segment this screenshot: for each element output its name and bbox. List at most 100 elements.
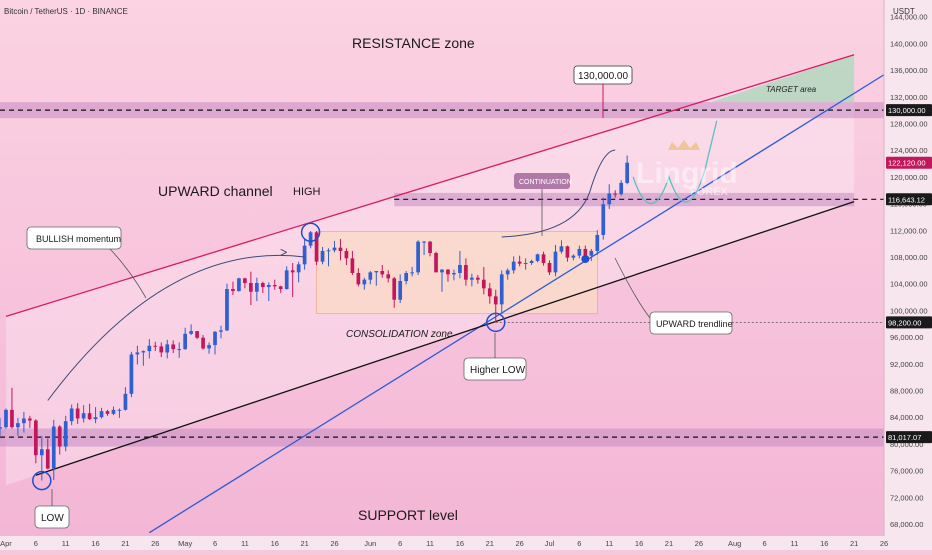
target-price-callout: 130,000.00 [573,65,633,118]
trendline-upward_trendline [148,74,885,534]
continuation-callout: CONTINUATION [514,173,572,236]
candle-2025-07-01 [547,262,552,273]
candle-2025-04-19 [111,409,116,414]
candle-2025-06-18 [470,277,474,280]
candle-2025-07-03 [559,246,564,252]
target-price-text: 130,000.00 [578,71,628,82]
x-tick-label: 6 [577,539,581,548]
candle-2025-05-30 [356,273,361,285]
price-label-bg [886,316,932,329]
x-tick-label: 11 [62,539,70,548]
x-tick-label: Apr [0,539,12,548]
price-label-text: 116,643.12 [888,195,925,204]
candle-2025-06-12 [434,252,438,273]
x-tick-label: 26 [880,539,888,548]
candle-2025-04-09 [51,426,56,469]
candle-2025-04-16 [93,417,98,420]
x-tick-label: 16 [456,539,464,548]
y-tick-label: 92,000.00 [890,360,923,369]
candle-2025-04-30 [177,349,182,351]
candle-2025-04-05 [28,418,32,421]
y-tick-label: 112,000.00 [890,226,927,235]
candle-2025-05-28 [344,250,349,259]
lingrid-watermark: Lingrid FOREX [636,140,738,198]
candle-2025-07-02 [553,251,558,273]
x-tick-label: 6 [213,539,217,548]
candle-2025-07-08 [589,250,594,256]
target-area-label: TARGET area [766,85,817,94]
y-tick-label: 124,000.00 [890,146,928,155]
candle-2025-04-13 [75,408,80,419]
y-tick-label: 140,000.00 [890,39,928,48]
continuation-text: CONTINUATION [519,179,572,186]
candle-2025-07-04 [565,246,570,258]
price-label-122120: 122,120.00 [886,156,932,169]
candle-2025-06-13 [440,269,444,273]
candle-2025-04-14 [81,413,86,419]
y-tick-label: 100,000.00 [890,306,928,315]
x-tick-label: 21 [665,539,673,548]
candle-2025-05-14 [260,283,265,288]
candle-2025-06-27 [523,262,528,264]
x-tick-label: 11 [241,539,249,548]
low-circle [32,470,52,491]
y-tick-label: 72,000.00 [890,493,923,502]
y-tick-label: 104,000.00 [890,280,928,289]
candle-2025-04-24 [141,351,146,353]
candle-2025-06-10 [422,241,426,243]
candle-2025-05-03 [195,331,199,338]
watermark-sub: FOREX [690,186,729,198]
y-tick-label: 120,000.00 [890,173,928,182]
candle-2025-06-07 [404,273,409,282]
candle-2025-06-03 [380,271,385,275]
target-area-fill [710,54,855,103]
candle-2025-06-04 [386,274,391,279]
price-label-bg [886,104,932,117]
candle-2025-06-22 [493,296,498,305]
symbol-title: Bitcoin / TetherUS · 1D · BINANCE [4,7,128,16]
y-tick-label: 68,000.00 [890,520,923,529]
bullish-momentum-text: BULLISH momentum [36,234,121,244]
candle-2025-05-09 [231,289,235,292]
y-tick-label: 108,000.00 [890,253,928,262]
consolidation-zone-box [316,231,598,315]
trendline-channel_top [5,54,855,318]
y-tick-label: 96,000.00 [890,333,923,342]
candle-2025-05-02 [189,331,193,334]
price-label-text: 98,200.00 [888,318,921,327]
candle-2025-06-06 [398,281,403,300]
candle-2025-07-09 [595,234,600,251]
candle-2025-05-31 [362,279,367,285]
y-tick-label: 144,000.00 [890,13,928,22]
candle-2025-06-14 [446,269,450,275]
upward-trendline-text: UPWARD trendline [656,319,733,329]
candle-2025-04-08 [45,449,50,469]
candle-2025-04-17 [99,411,104,418]
low-callout: LOW [34,489,70,529]
continuation-arrow [501,149,616,238]
candle-2025-06-15 [452,273,456,275]
candle-2025-04-21 [123,393,128,410]
support-level-label: SUPPORT level [358,507,458,523]
x-tick-label: 6 [34,539,38,548]
high-label: HIGH [293,186,321,198]
candle-2025-06-19 [475,277,480,280]
price-axis-panel [884,0,932,550]
candle-2025-04-11 [63,421,68,447]
candle-2025-04-03 [16,423,20,428]
candle-2025-06-02 [374,271,379,273]
x-tick-label: 26 [330,539,338,548]
candle-2025-06-24 [505,270,510,275]
upward-trendline-callout: UPWARD trendline [614,257,733,335]
candle-2025-05-18 [284,270,289,290]
x-tick-label: 16 [635,539,643,548]
candle-2025-05-23 [314,232,319,262]
candle-2025-07-11 [607,193,612,205]
y-tick-label: 128,000.00 [890,119,928,128]
x-tick-label: May [178,539,192,548]
candle-2025-06-29 [535,254,540,261]
momentum-arrowhead [280,248,287,256]
candle-2025-07-12 [613,193,618,195]
candle-2025-05-10 [237,278,241,292]
